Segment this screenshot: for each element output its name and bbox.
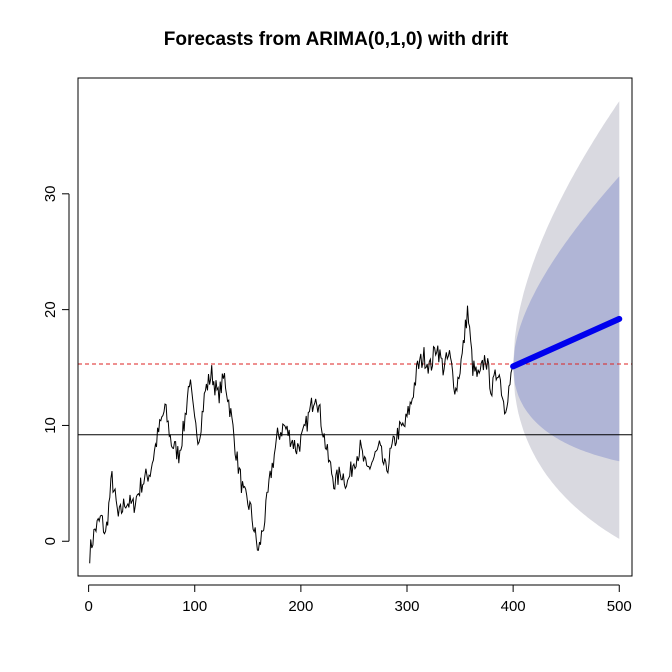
chart-title: Forecasts from ARIMA(0,1,0) with drift: [163, 29, 509, 50]
y-tick-label: 20: [42, 301, 59, 318]
x-tick-label: 500: [607, 598, 632, 615]
x-tick-label: 100: [182, 598, 207, 615]
forecast-series: [510, 315, 623, 370]
band-80-area: [513, 176, 620, 462]
y-tick-label: 30: [42, 185, 59, 202]
x-tick-label: 0: [84, 598, 92, 615]
x-axis: 0 100 200 300 400 500: [84, 584, 632, 615]
forecast-line: [510, 315, 623, 370]
observed-series: [89, 305, 514, 564]
y-tick-label: 10: [42, 417, 59, 434]
y-axis: 0 10 20 30: [42, 185, 70, 545]
observed-series-line: [89, 305, 514, 564]
prediction-interval-80: [513, 176, 620, 462]
y-tick-label: 0: [42, 537, 59, 545]
x-tick-label: 400: [501, 598, 526, 615]
x-tick-label: 300: [394, 598, 419, 615]
x-tick-label: 200: [288, 598, 313, 615]
plot-frame: [77, 77, 633, 577]
